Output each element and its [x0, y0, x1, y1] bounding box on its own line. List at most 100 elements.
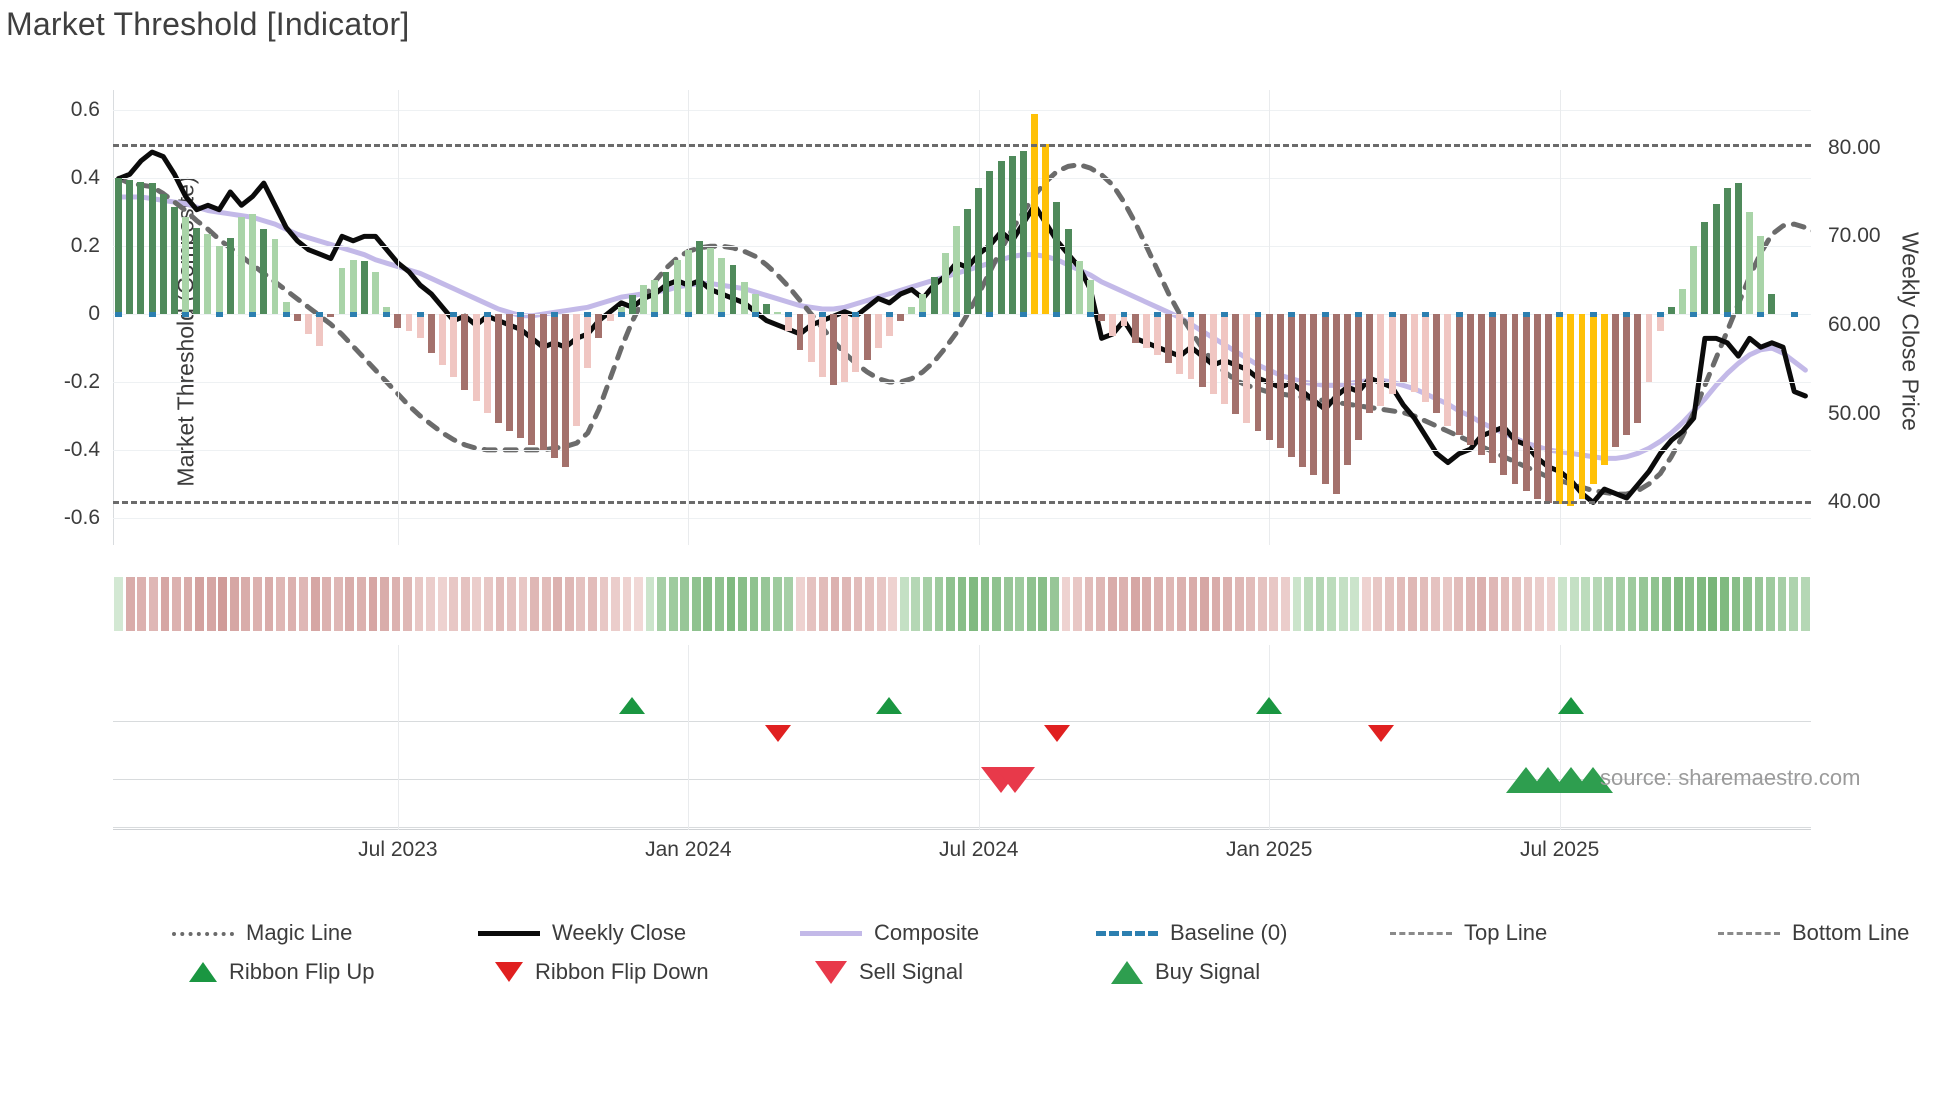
ribbon-cell	[1708, 577, 1718, 631]
ribbon-cell	[980, 577, 990, 631]
y-axis-left-tick: -0.2	[63, 370, 100, 393]
chart-bar	[718, 258, 726, 315]
chart-bar	[1690, 246, 1698, 315]
legend-item[interactable]: Magic Line	[172, 920, 352, 946]
chart-bar	[1634, 314, 1642, 423]
baseline-marker	[550, 312, 558, 318]
baseline-marker	[1455, 312, 1463, 318]
chart-bar	[1723, 188, 1731, 315]
ribbon-cell	[1800, 577, 1810, 631]
chart-bar	[1343, 314, 1351, 466]
legend-item[interactable]: Bottom Line	[1718, 920, 1909, 946]
source-attribution: source: sharemaestro.com	[1600, 765, 1861, 790]
baseline-marker	[1355, 312, 1363, 318]
baseline-marker	[885, 312, 893, 318]
ribbon-cell	[1257, 577, 1267, 631]
chart-bar	[1310, 314, 1318, 476]
chart-bar	[640, 285, 648, 315]
chart-bar	[707, 247, 715, 315]
ribbon-cell	[437, 577, 447, 631]
y-axis-right-tick: 80.00	[1828, 135, 1881, 159]
ribbon-cell	[1084, 577, 1094, 631]
ribbon-cell	[876, 577, 886, 631]
ribbon-cell	[807, 577, 817, 631]
dotted-line-icon	[172, 932, 234, 936]
chart-bar	[1031, 113, 1039, 315]
chart-bar	[561, 314, 569, 467]
chart-bar	[1165, 314, 1173, 364]
baseline-marker	[1489, 312, 1497, 318]
chart-bar	[1176, 314, 1184, 374]
triangle-up-green-icon	[189, 962, 217, 982]
ribbon-cell	[264, 577, 274, 631]
triangle-down-red-icon	[495, 962, 523, 982]
baseline-marker	[751, 312, 759, 318]
chart-bar	[696, 241, 703, 315]
signal-gridline-2	[113, 779, 1811, 780]
baseline-marker	[1656, 312, 1664, 318]
legend-item[interactable]: Baseline (0)	[1096, 920, 1287, 946]
chart-bar	[595, 314, 603, 338]
chart-bar	[651, 280, 659, 315]
baseline-marker	[952, 312, 960, 318]
legend-item[interactable]: Sell Signal	[800, 959, 963, 985]
ribbon-cell	[1754, 577, 1764, 631]
triangle-up-green-large-icon	[1111, 960, 1143, 984]
ribbon-cell	[495, 577, 505, 631]
ribbon-cell	[784, 577, 794, 631]
baseline-marker	[718, 312, 726, 318]
ribbon-cell	[380, 577, 389, 631]
chart-bar	[405, 314, 413, 332]
chart-bar	[1600, 314, 1608, 466]
y-axis-left-tick: 0.2	[70, 234, 100, 258]
chart-legend: Magic Line Weekly Close Composite Baseline …	[0, 920, 1960, 998]
baseline-marker	[1154, 312, 1161, 318]
chart-bar	[416, 314, 424, 338]
chart-bar	[360, 261, 368, 315]
dashed-gray-line-icon	[1390, 932, 1452, 935]
baseline-marker	[1087, 312, 1094, 318]
ribbon-cell	[749, 577, 759, 631]
signal-vertical-gridline	[688, 645, 690, 830]
legend-item[interactable]: Ribbon Flip Up	[172, 959, 375, 985]
ribbon-cell	[1662, 577, 1671, 631]
ribbon-flip-down-marker	[764, 725, 791, 742]
baseline-marker	[450, 312, 458, 318]
ribbon-cell	[518, 577, 528, 631]
ribbon-cell	[957, 577, 967, 631]
chart-bar	[930, 276, 938, 315]
legend-item[interactable]: Composite	[800, 920, 979, 946]
horizontal-gridline	[113, 517, 1811, 519]
ribbon-cell	[218, 577, 228, 631]
ribbon-cell	[310, 577, 320, 631]
chart-bar	[1355, 314, 1363, 440]
chart-bar	[1154, 314, 1161, 355]
legend-item[interactable]: Top Line	[1390, 920, 1547, 946]
ribbon-cell	[484, 577, 493, 631]
ribbon-cell	[1696, 577, 1706, 631]
ribbon-cell	[426, 577, 436, 631]
legend-row-primary: Magic Line Weekly Close Composite Baseline …	[0, 920, 1960, 959]
ribbon-cell	[149, 577, 158, 631]
ribbon-cell	[114, 577, 124, 631]
legend-item[interactable]: Weekly Close	[478, 920, 686, 946]
chart-bar	[1053, 202, 1061, 315]
chart-bar	[908, 307, 916, 315]
ribbon-cell	[1304, 577, 1313, 631]
legend-item[interactable]: Buy Signal	[1096, 959, 1260, 985]
chart-bar	[1388, 314, 1396, 394]
ribbon-cell	[818, 577, 828, 631]
ribbon-cell	[449, 577, 459, 631]
ribbon-cell	[1396, 577, 1406, 631]
chart-bar	[740, 281, 748, 315]
chart-bar	[774, 312, 782, 315]
ribbon-cell	[1500, 577, 1510, 631]
ribbon-cell	[1315, 577, 1325, 631]
chart-bar	[394, 314, 402, 328]
baseline-marker	[1019, 312, 1027, 318]
ribbon-flip-down-marker	[1367, 725, 1394, 742]
chart-bar	[1254, 314, 1262, 432]
chart-bar	[1589, 314, 1597, 484]
chart-bar	[1422, 314, 1430, 403]
legend-item[interactable]: Ribbon Flip Down	[478, 959, 709, 985]
